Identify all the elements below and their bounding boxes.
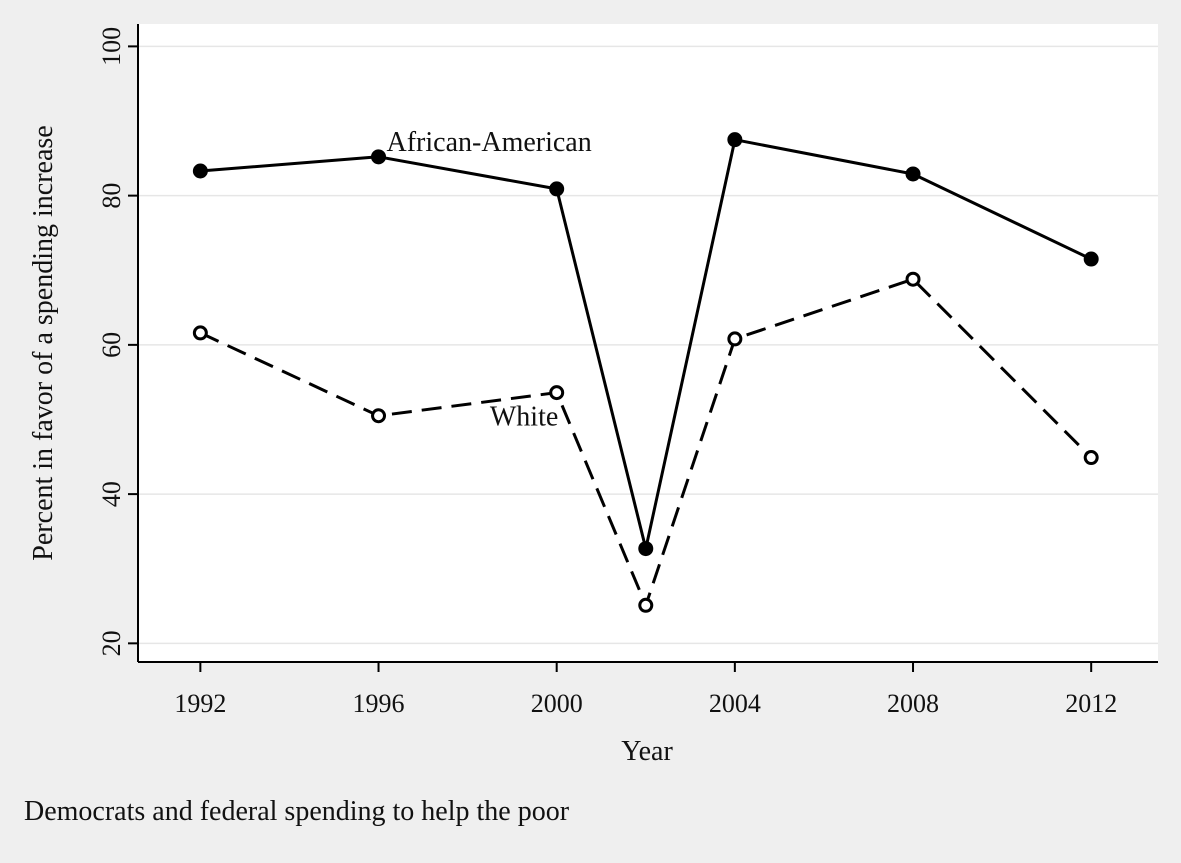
series-label-white: White <box>490 401 558 432</box>
data-point-white <box>905 271 921 287</box>
gridlines <box>138 45 1158 645</box>
x-tick-label: 1992 <box>174 689 226 718</box>
y-tick-label: 60 <box>97 332 126 358</box>
y-tick-label: 80 <box>97 183 126 209</box>
series-label-african-american: African-American <box>387 127 592 158</box>
data-point-white <box>1083 450 1099 466</box>
data-point-white <box>727 331 743 347</box>
data-point-african-american <box>192 163 208 179</box>
y-tick-label: 20 <box>97 630 126 656</box>
y-tick-label: 40 <box>97 481 126 507</box>
data-point-african-american <box>549 181 565 197</box>
data-point-african-american <box>638 541 654 557</box>
x-tick-label: 2004 <box>709 689 761 718</box>
data-point-african-american <box>905 166 921 182</box>
x-tick-label: 1996 <box>353 689 405 718</box>
x-tick-label: 2008 <box>887 689 939 718</box>
data-point-white <box>192 325 208 341</box>
annotations: African-American White <box>387 127 592 433</box>
series-lines <box>192 132 1099 613</box>
data-point-african-american <box>371 149 387 165</box>
x-tick-label: 2000 <box>531 689 583 718</box>
x-axis-title: Year <box>621 736 673 767</box>
plot-area <box>138 24 1158 662</box>
y-tick-label: 100 <box>97 27 126 66</box>
y-axis-title: Percent in favor of a spending increase <box>28 125 59 560</box>
x-tick-label: 2012 <box>1065 689 1117 718</box>
figure-caption: Democrats and federal spending to help t… <box>24 796 570 827</box>
data-point-white <box>638 597 654 613</box>
axes: 20 40 60 80 100 1992 1996 2000 2004 2008 2012 <box>97 24 1158 718</box>
data-point-white <box>371 408 387 424</box>
data-point-african-american <box>727 132 743 148</box>
data-point-african-american <box>1083 251 1099 267</box>
data-point-white <box>549 385 565 401</box>
